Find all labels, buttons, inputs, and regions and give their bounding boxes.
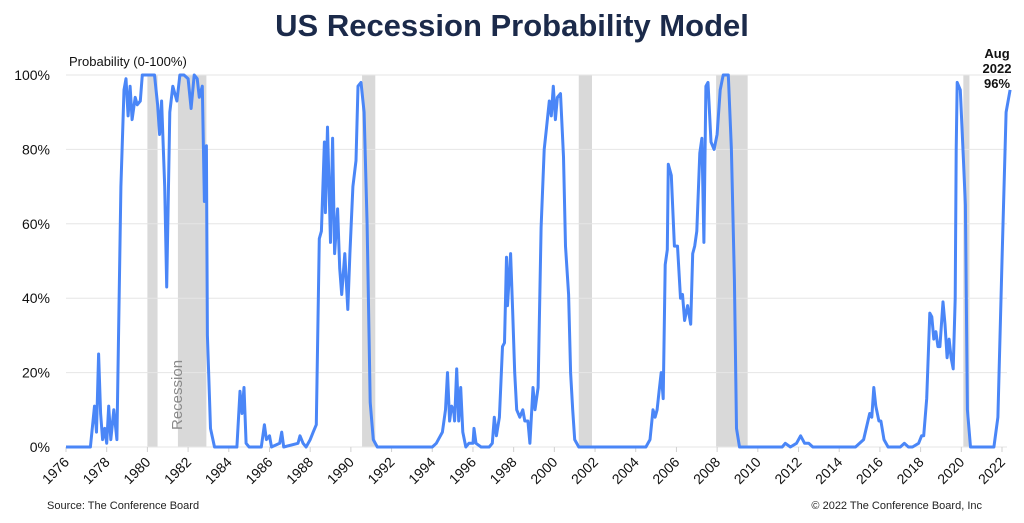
x-tick-label: 2006: [649, 454, 682, 487]
y-axis-ticks: 0% 20% 40% 60% 80% 100%: [14, 67, 50, 455]
x-tick-label: 1996: [446, 454, 479, 487]
x-tick-label: 1976: [39, 454, 72, 487]
recession-band: [147, 75, 158, 447]
y-tick-label: 60%: [22, 216, 50, 232]
annotation-value: 96%: [983, 76, 1011, 91]
recession-band: [177, 75, 207, 447]
x-tick-label: 1986: [242, 454, 275, 487]
x-tick-label: 1992: [364, 454, 397, 487]
x-axis-ticks: 1976 1978 1980 1982 1984 1986 1988 1990 1992 1994…: [39, 447, 1008, 487]
y-tick-label: 100%: [14, 67, 50, 83]
x-tick-label: 2014: [812, 454, 845, 487]
x-tick-label: 2002: [568, 454, 601, 487]
y-tick-label: 0%: [30, 439, 50, 455]
recession-band: [578, 75, 592, 447]
y-tick-label: 20%: [22, 365, 50, 381]
latest-value-annotation: Aug 2022 96%: [974, 46, 1020, 91]
x-tick-label: 2022: [975, 454, 1008, 487]
y-tick-label: 40%: [22, 290, 50, 306]
x-tick-label: 2016: [853, 454, 886, 487]
x-tick-label: 2008: [690, 454, 723, 487]
chart-title: US Recession Probability Model: [275, 8, 749, 43]
annotation-month: Aug: [984, 46, 1010, 61]
x-tick-label: 2004: [609, 454, 642, 487]
recession-label: Recession: [169, 360, 186, 430]
source-note: Source: The Conference Board: [47, 500, 200, 512]
y-tick-label: 80%: [22, 141, 50, 157]
x-tick-label: 1994: [405, 454, 438, 487]
x-tick-label: 2000: [527, 454, 560, 487]
x-tick-label: 2010: [731, 454, 764, 487]
gridlines: [66, 74, 1007, 448]
x-tick-label: 2018: [893, 454, 926, 487]
y-axis-title: Probability (0-100%): [69, 54, 187, 69]
probability-line: [66, 73, 1012, 449]
x-tick-label: 1980: [120, 454, 153, 487]
x-tick-label: 1988: [283, 454, 316, 487]
copyright-note: © 2022 The Conference Board, Inc: [811, 500, 982, 512]
x-tick-label: 1982: [161, 454, 194, 487]
annotation-year: 2022: [982, 61, 1012, 76]
x-tick-label: 2012: [771, 454, 804, 487]
x-tick-label: 1990: [324, 454, 357, 487]
x-tick-label: 1998: [486, 454, 519, 487]
x-tick-label: 1984: [202, 454, 235, 487]
x-tick-label: 2020: [934, 454, 967, 487]
recession-bands: [147, 75, 970, 447]
x-tick-label: 1978: [79, 454, 112, 487]
